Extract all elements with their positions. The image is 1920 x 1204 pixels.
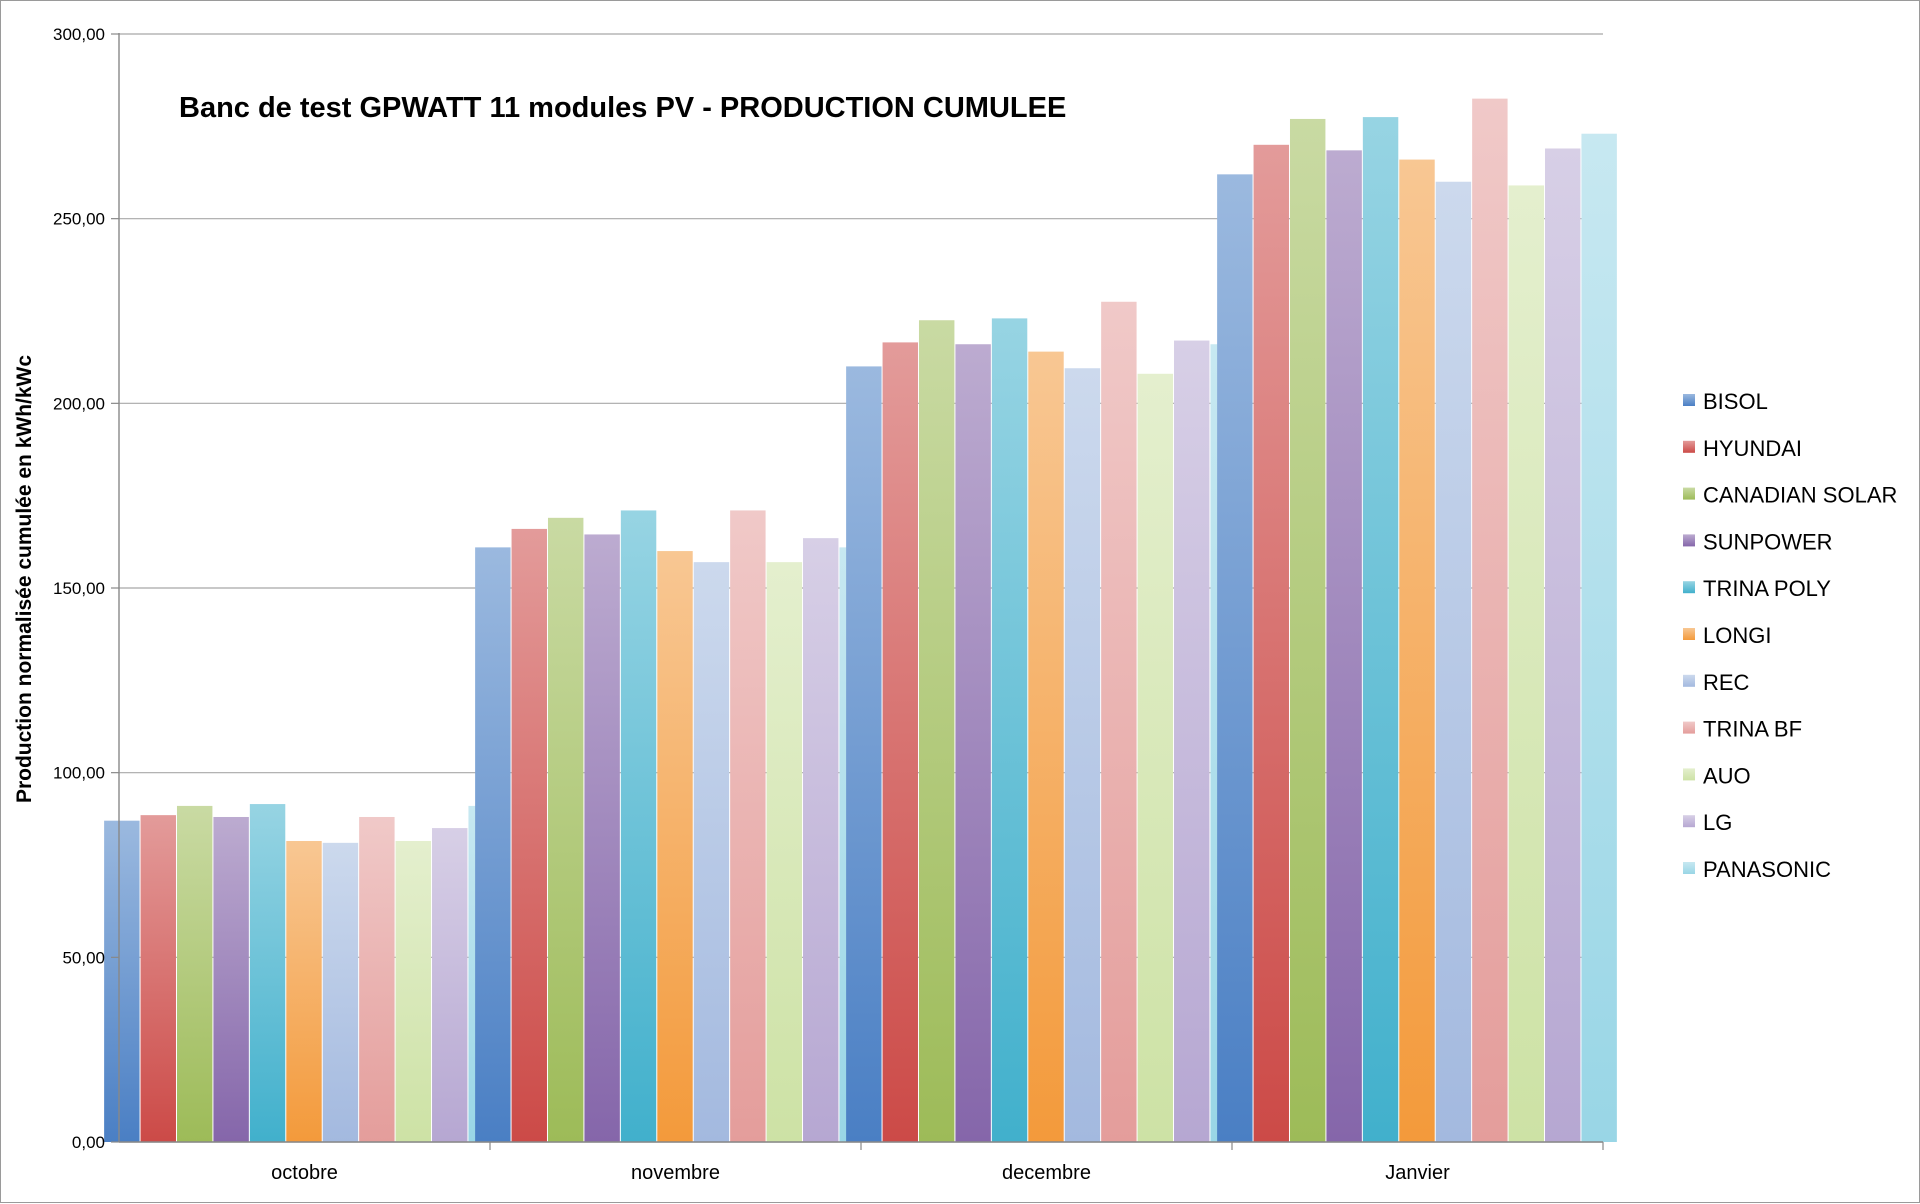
x-tick-label: novembre: [631, 1162, 720, 1184]
bar-lg: [432, 828, 468, 1142]
bar-lg: [1545, 148, 1581, 1142]
legend: BISOL HYUNDAI CANADIAN SOLAR SUNPOWER TRINA …: [1683, 389, 1897, 882]
x-tick-label: decembre: [1002, 1162, 1091, 1184]
legend-label: HYUNDAI: [1703, 436, 1802, 461]
y-tick-label: 50,00: [62, 948, 105, 967]
legend-swatch: [1683, 487, 1695, 500]
legend-swatch: [1683, 815, 1695, 828]
bar-trina-bf: [1101, 301, 1137, 1142]
bar-sunpower: [213, 816, 249, 1142]
y-tick-label: 300,00: [53, 25, 105, 44]
bar-hyundai: [1253, 144, 1289, 1143]
y-tick-label: 0,00: [72, 1133, 105, 1152]
legend-label: LONGI: [1703, 623, 1771, 648]
axes: 0,00 50,00 100,00 150,00 200,00 250,00 300,00 o…: [53, 25, 1604, 1184]
y-axis-label: Production normalisée cumulée en kWh/kWc: [13, 355, 36, 803]
legend-label: SUNPOWER: [1703, 529, 1833, 554]
bar-hyundai: [140, 815, 176, 1142]
bar-auo: [1508, 185, 1545, 1143]
legend-label: TRINA POLY: [1703, 576, 1831, 601]
legend-label: REC: [1703, 670, 1750, 695]
bar-trina-poly: [1362, 117, 1399, 1143]
x-tick-label: Janvier: [1385, 1162, 1450, 1184]
bar-sunpower: [584, 534, 620, 1142]
y-tick-label: 250,00: [53, 210, 105, 229]
bar-canadian-solar: [1289, 118, 1326, 1143]
x-tick-label: octobre: [271, 1162, 338, 1184]
bar-trina-bf: [359, 816, 395, 1142]
bar-hyundai: [511, 528, 547, 1142]
legend-label: LG: [1703, 810, 1732, 835]
bar-trina-bf: [1472, 98, 1508, 1143]
bar-trina-poly: [991, 318, 1028, 1142]
legend-swatch: [1683, 440, 1695, 453]
bar-longi: [286, 840, 322, 1142]
bar-bisol: [475, 547, 511, 1142]
legend-swatch: [1683, 581, 1695, 594]
bar-trina-bf: [730, 510, 766, 1142]
bar-trina-poly: [620, 510, 657, 1142]
bar-sunpower: [955, 344, 991, 1142]
bar-rec: [693, 562, 730, 1142]
legend-label: TRINA BF: [1703, 717, 1802, 742]
bar-rec: [1435, 181, 1472, 1142]
bar-bisol: [1217, 174, 1253, 1142]
bar-canadian-solar: [547, 517, 584, 1142]
bar-longi: [657, 551, 693, 1142]
bar-lg: [803, 538, 839, 1142]
legend-label: BISOL: [1703, 389, 1768, 414]
bar-hyundai: [882, 342, 918, 1143]
legend-swatch: [1683, 862, 1695, 874]
legend-swatch: [1683, 674, 1695, 687]
y-tick-label: 200,00: [53, 394, 105, 413]
legend-swatch: [1683, 768, 1695, 781]
legend-label: AUO: [1703, 763, 1751, 788]
legend-swatch: [1683, 534, 1695, 547]
bar-bisol: [846, 366, 882, 1142]
chart-title: Banc de test GPWATT 11 modules PV - PROD…: [179, 92, 1066, 124]
bar-auo: [395, 840, 432, 1142]
legend-swatch: [1683, 394, 1695, 406]
bar-trina-poly: [249, 804, 286, 1142]
y-tick-label: 150,00: [53, 579, 105, 598]
legend-swatch: [1683, 628, 1695, 640]
bars: [104, 98, 1617, 1143]
bar-auo: [766, 562, 803, 1142]
bar-canadian-solar: [176, 805, 213, 1142]
legend-swatch: [1683, 721, 1695, 734]
bar-longi: [1028, 351, 1064, 1142]
legend-label: CANADIAN SOLAR: [1703, 483, 1897, 508]
bar-lg: [1174, 340, 1210, 1143]
bar-canadian-solar: [918, 320, 955, 1142]
bar-longi: [1399, 159, 1435, 1142]
y-tick-label: 100,00: [53, 764, 105, 783]
bar-panasonic: [1581, 133, 1617, 1143]
bar-sunpower: [1326, 150, 1362, 1143]
bar-rec: [322, 842, 359, 1142]
bar-rec: [1064, 368, 1101, 1142]
legend-label: PANASONIC: [1703, 857, 1831, 882]
bar-bisol: [104, 820, 140, 1142]
bar-auo: [1137, 373, 1174, 1143]
